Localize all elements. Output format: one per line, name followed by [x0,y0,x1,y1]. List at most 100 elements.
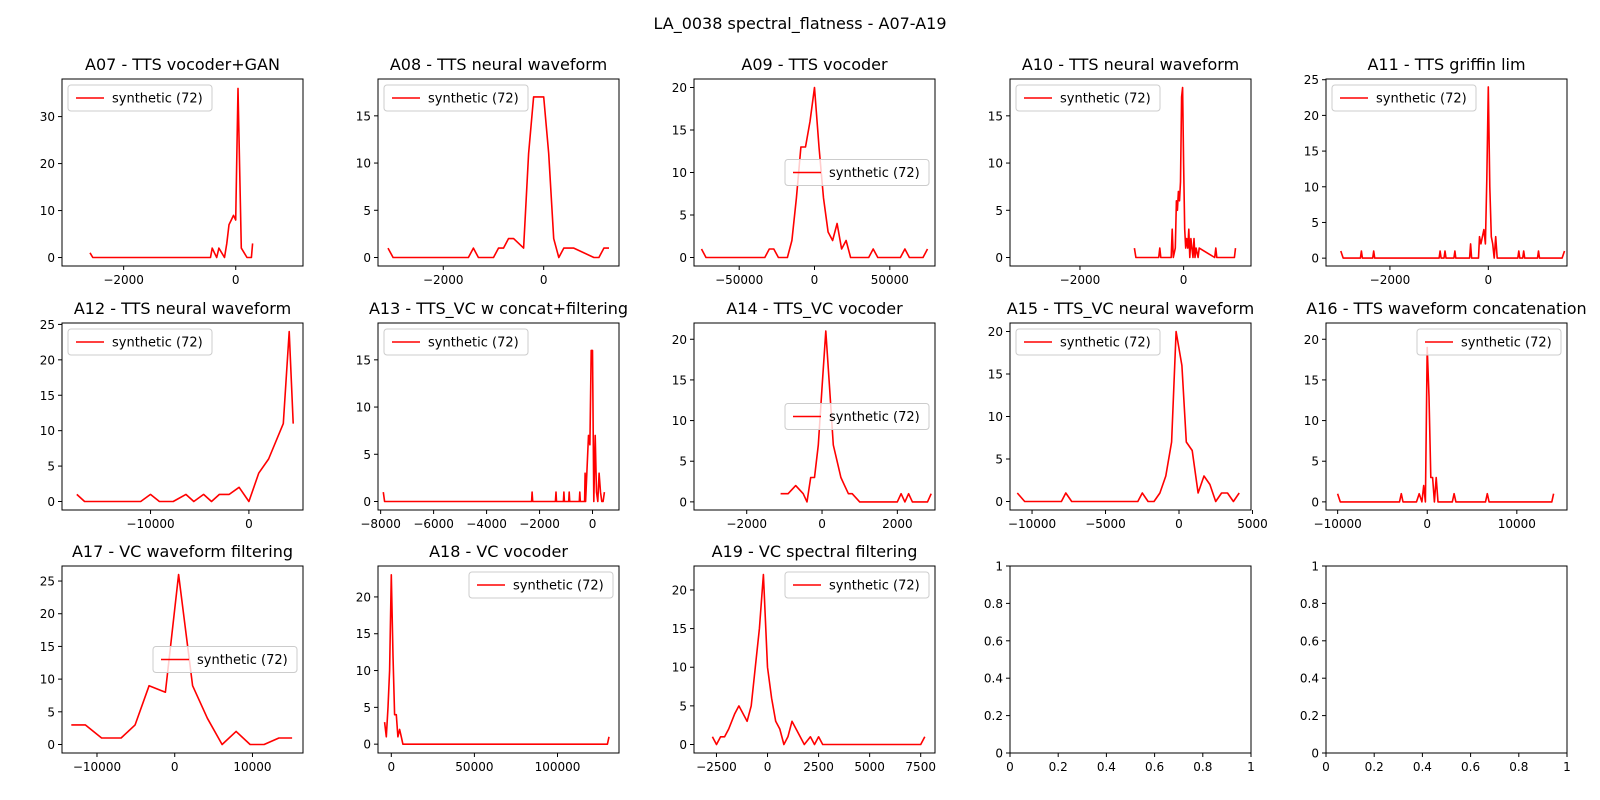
series-line [1340,86,1566,259]
y-tick-label: 25 [40,575,55,589]
x-tick-label: −4000 [466,517,507,531]
subplot: A16 - TTS waveform concatenation −10000 0 1… [1304,299,1587,531]
series-line [76,330,294,503]
subplot-grid: A07 - TTS vocoder+GAN−2000 00102030synthe… [40,55,1587,774]
series-line [1016,330,1240,503]
x-tick-label: −10000 [126,517,174,531]
legend-box [784,403,930,430]
y-tick-label: 0 [995,747,1003,761]
series-line [71,573,293,746]
y-tick-label: 5 [995,204,1003,218]
plot-frame [1325,565,1568,754]
legend-label: synthetic (72) [1461,336,1552,351]
x-tick-label: −2000 [1370,273,1411,287]
plot-frame [377,78,620,267]
legend-label: synthetic (72) [428,336,519,351]
y-tick-label: 10 [356,401,371,415]
y-tick-label: 0 [363,251,371,265]
subplot: 0 0.2 0.4 0.6 0.8 1 0 0.2 0.4 0.6 0.8 1 [984,560,1255,775]
x-tick-label: −2500 [696,760,737,774]
x-tick-label: 0 [387,760,395,774]
y-tick-label: 0 [363,495,371,509]
y-tick-label: 20 [40,353,55,367]
legend-box [67,84,213,112]
legend: synthetic (72) [67,328,213,356]
x-tick-label: 0.4 [1413,760,1432,774]
y-tick-label: 10 [1304,414,1319,428]
y-tick-label: 5 [679,699,687,713]
subplot-title: A18 - VC vocoder [429,542,568,561]
x-tick-label: −10000 [1314,517,1362,531]
x-tick-label: 0 [245,517,253,531]
y-tick-label: 0.4 [984,672,1003,686]
legend-box [1015,84,1161,112]
x-tick-label: −2000 [423,273,464,287]
y-tick-label: 0.6 [1300,634,1319,648]
legend: synthetic (72) [1416,328,1562,356]
x-tick-label: 0 [1484,273,1492,287]
x-tick-label: 5000 [1237,517,1268,531]
y-tick-label: 5 [47,460,55,474]
y-tick-label: 15 [672,622,687,636]
x-tick-label: −5000 [1085,517,1126,531]
x-tick-label: 7500 [905,760,936,774]
y-tick-label: 10 [1304,180,1319,194]
series-line [1133,86,1237,259]
legend-box [784,159,930,186]
y-tick-label: 1 [995,560,1003,574]
subplot-title: A12 - TTS neural waveform [74,299,291,318]
x-tick-label: 10000 [233,760,271,774]
legend: synthetic (72) [383,328,529,356]
y-tick-label: 15 [356,353,371,367]
plot-frame [693,565,936,754]
y-tick-label: 20 [672,583,687,597]
y-tick-label: 0 [679,251,687,265]
y-tick-label: 15 [672,373,687,387]
x-tick-label: 100000 [535,760,581,774]
x-tick-label: 50000 [455,760,493,774]
legend-label: synthetic (72) [112,336,203,351]
x-tick-label: 0.8 [1193,760,1212,774]
y-tick-label: 0 [47,738,55,752]
y-tick-label: 0 [1311,252,1319,266]
subplot-title: A09 - TTS vocoder [741,55,888,74]
y-tick-label: 20 [1304,109,1319,123]
y-tick-label: 0.6 [984,634,1003,648]
y-tick-label: 10 [672,166,687,180]
x-tick-label: −8000 [360,517,401,531]
y-tick-label: 0.8 [1300,597,1319,611]
x-tick-label: 0.6 [1145,760,1164,774]
subplot-title: A14 - TTS_VC vocoder [726,299,903,319]
y-tick-label: 20 [40,157,55,171]
y-tick-label: 20 [356,590,371,604]
x-tick-label: 1 [1247,760,1255,774]
x-tick-label: 0 [540,273,548,287]
plot-frame [1325,78,1568,267]
plot-frame [61,565,304,754]
legend: synthetic (72) [1331,84,1477,112]
x-tick-label: 2000 [882,517,913,531]
subplot-title: A15 - TTS_VC neural waveform [1007,299,1254,319]
y-tick-label: 15 [40,640,55,654]
legend: synthetic (72) [1015,84,1161,112]
subplot: A13 - TTS_VC w concat+filtering −8000 −600… [356,299,628,531]
plot-frame [377,322,620,511]
y-tick-label: 20 [40,607,55,621]
legend-box [1416,328,1562,356]
y-tick-label: 5 [363,204,371,218]
x-tick-label: 1 [1563,760,1571,774]
series-line [780,330,932,503]
x-tick-label: −2000 [726,517,767,531]
plot-frame [377,565,620,754]
subplot: A12 - TTS neural waveform −10000 0 0 5 10 15 20… [40,299,304,531]
x-tick-label: 0.6 [1461,760,1480,774]
legend: synthetic (72) [784,571,930,599]
legend-box [383,328,529,356]
y-tick-label: 0 [1311,495,1319,509]
y-tick-label: 0 [995,251,1003,265]
y-tick-label: 15 [40,389,55,403]
x-tick-label: 50000 [871,273,909,287]
y-tick-label: 10 [40,673,55,687]
y-tick-label: 15 [672,124,687,138]
